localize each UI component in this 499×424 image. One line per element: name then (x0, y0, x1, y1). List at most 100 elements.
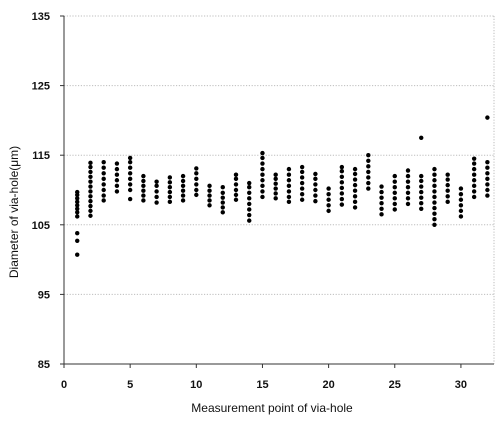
data-point (141, 173, 146, 179)
data-point (220, 205, 225, 210)
data-point (75, 238, 80, 244)
data-point (392, 179, 397, 184)
y-tick-label-125: 125 (32, 81, 50, 93)
data-point (233, 187, 239, 193)
data-point (260, 194, 265, 200)
x-tick-label-25: 25 (389, 379, 401, 391)
data-point (392, 190, 397, 195)
data-point (75, 203, 80, 208)
data-point (114, 161, 120, 166)
data-point (339, 180, 345, 185)
x-tick-label-20: 20 (322, 379, 334, 391)
data-point (75, 252, 80, 257)
y-tick-label-105: 105 (32, 220, 50, 232)
data-point (194, 187, 199, 193)
data-point (194, 171, 199, 176)
data-point (405, 201, 411, 207)
data-point (352, 194, 358, 199)
data-point (471, 161, 477, 166)
y-tick-label-95: 95 (38, 289, 50, 301)
data-point (313, 198, 318, 204)
data-point (405, 179, 411, 184)
data-point (273, 186, 278, 191)
data-point (432, 217, 437, 222)
data-point (419, 135, 424, 140)
data-point (273, 191, 278, 196)
data-point (419, 195, 424, 200)
data-point (75, 199, 80, 205)
data-point (247, 196, 252, 201)
data-point (471, 189, 477, 194)
data-point (154, 200, 159, 205)
data-point (141, 198, 146, 203)
data-point (366, 164, 371, 169)
data-point (445, 177, 450, 182)
data-point (286, 172, 292, 177)
data-point (405, 196, 411, 201)
data-point (471, 178, 477, 183)
data-point (458, 197, 464, 202)
data-point (260, 172, 265, 177)
data-point (379, 189, 384, 195)
data-point (75, 230, 80, 236)
data-point (485, 115, 490, 120)
data-point (260, 161, 265, 166)
data-point (101, 171, 106, 176)
data-point (247, 207, 252, 212)
data-point (432, 200, 437, 205)
data-point (392, 201, 397, 207)
data-point (299, 175, 305, 180)
data-point (101, 193, 106, 198)
data-point (286, 189, 292, 194)
data-point (247, 185, 252, 190)
data-point (366, 158, 371, 163)
data-point (286, 178, 292, 183)
data-point (114, 178, 120, 183)
data-point (299, 164, 305, 170)
data-point (299, 180, 305, 186)
data-point (392, 196, 397, 201)
data-point (405, 185, 411, 190)
data-point (299, 169, 305, 175)
data-point (485, 165, 490, 170)
data-point (339, 174, 345, 179)
data-point (299, 197, 305, 202)
data-point (471, 172, 477, 177)
data-point (101, 165, 106, 170)
data-point (114, 172, 120, 177)
data-point (485, 193, 490, 198)
data-point (88, 174, 93, 179)
data-point (220, 185, 225, 190)
data-point (167, 189, 173, 195)
data-point (180, 193, 186, 198)
data-point (127, 182, 133, 187)
x-axis-title: Measurement point of via-hole (191, 401, 353, 415)
data-point (127, 171, 133, 176)
data-point (127, 155, 133, 161)
data-point (326, 186, 331, 191)
data-point (392, 207, 397, 212)
data-point (432, 222, 437, 227)
data-point (141, 193, 146, 198)
data-point (167, 194, 173, 200)
data-point (101, 159, 106, 165)
data-point (458, 214, 464, 219)
data-point (167, 175, 173, 180)
data-point (419, 201, 424, 206)
data-point (273, 172, 278, 177)
data-point (233, 192, 239, 198)
data-point (445, 188, 450, 193)
data-point (247, 180, 252, 186)
data-point (88, 189, 93, 194)
data-point (260, 155, 265, 161)
data-point (75, 196, 80, 201)
data-point (260, 189, 265, 194)
data-point (220, 200, 225, 205)
data-point (207, 183, 212, 189)
data-point (339, 191, 345, 196)
data-point (88, 184, 93, 189)
data-point (313, 193, 318, 198)
data-point (286, 194, 292, 200)
data-point (220, 190, 225, 195)
axes (63, 16, 494, 365)
